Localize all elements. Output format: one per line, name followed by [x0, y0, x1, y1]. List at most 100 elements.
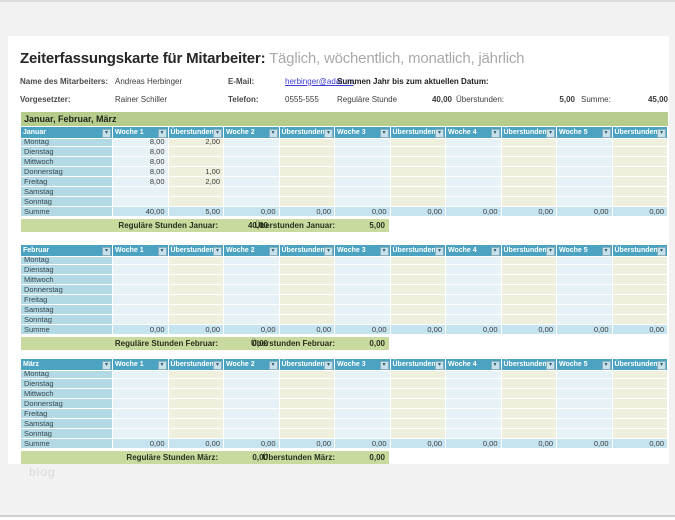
value-cell[interactable] — [390, 409, 446, 419]
summe-value-cell[interactable]: 0,00 — [557, 439, 613, 449]
value-cell[interactable] — [557, 157, 613, 167]
value-cell[interactable] — [557, 167, 613, 177]
value-cell[interactable] — [279, 285, 335, 295]
value-cell[interactable]: 8,00 — [113, 167, 169, 177]
value-cell[interactable] — [224, 147, 280, 157]
value-cell[interactable] — [279, 275, 335, 285]
summe-value-cell[interactable]: 0,00 — [501, 439, 557, 449]
value-cell[interactable] — [390, 197, 446, 207]
column-header-week[interactable]: Woche 1 ▾ — [113, 359, 169, 371]
value-cell[interactable] — [335, 177, 391, 187]
value-cell[interactable] — [557, 389, 613, 399]
day-cell[interactable]: Mittwoch — [21, 389, 113, 399]
value-cell[interactable] — [501, 275, 557, 285]
value-cell[interactable] — [612, 399, 668, 409]
value-cell[interactable] — [335, 265, 391, 275]
value-cell[interactable] — [612, 369, 668, 379]
value-cell[interactable] — [168, 265, 224, 275]
value-cell[interactable] — [446, 147, 502, 157]
value-cell[interactable] — [446, 275, 502, 285]
value-cell[interactable] — [612, 177, 668, 187]
value-cell[interactable] — [279, 167, 335, 177]
value-cell[interactable] — [557, 197, 613, 207]
value-cell[interactable] — [390, 137, 446, 147]
value-cell[interactable] — [390, 167, 446, 177]
value-cell[interactable] — [279, 399, 335, 409]
column-header-week[interactable]: Woche 4 ▾ — [446, 245, 502, 257]
value-cell[interactable] — [113, 369, 169, 379]
value-cell[interactable] — [224, 275, 280, 285]
value-cell[interactable] — [224, 167, 280, 177]
value-cell[interactable] — [335, 295, 391, 305]
column-header-week[interactable]: Woche 4 ▾ — [446, 359, 502, 371]
value-cell[interactable] — [390, 419, 446, 429]
value-cell[interactable] — [279, 379, 335, 389]
value-cell[interactable] — [335, 419, 391, 429]
value-cell[interactable] — [612, 389, 668, 399]
summe-value-cell[interactable]: 0,00 — [335, 439, 391, 449]
value-cell[interactable] — [279, 295, 335, 305]
value-cell[interactable] — [168, 295, 224, 305]
value-cell[interactable] — [279, 409, 335, 419]
value-cell[interactable] — [446, 177, 502, 187]
filter-dropdown-icon[interactable]: ▾ — [157, 246, 167, 256]
filter-dropdown-icon[interactable]: ▾ — [268, 360, 278, 370]
value-cell[interactable] — [390, 295, 446, 305]
value-cell[interactable] — [335, 305, 391, 315]
value-cell[interactable] — [446, 429, 502, 439]
value-cell[interactable] — [446, 305, 502, 315]
filter-dropdown-icon[interactable]: ▾ — [268, 128, 278, 138]
value-cell[interactable] — [557, 265, 613, 275]
value-cell[interactable] — [113, 379, 169, 389]
day-cell[interactable]: Montag — [21, 255, 113, 265]
filter-dropdown-icon[interactable]: ▾ — [490, 128, 500, 138]
filter-dropdown-icon[interactable]: ▾ — [546, 128, 555, 138]
value-cell[interactable] — [279, 305, 335, 315]
value-cell[interactable] — [335, 379, 391, 389]
column-header-overtime[interactable]: Überstunden5 ▾ — [612, 245, 668, 257]
day-cell[interactable]: Sonntag — [21, 197, 113, 207]
day-cell[interactable]: Dienstag — [21, 265, 113, 275]
value-cell[interactable] — [446, 167, 502, 177]
value-cell[interactable] — [113, 429, 169, 439]
month-header-cell[interactable]: März ▾ — [21, 359, 113, 371]
filter-dropdown-icon[interactable]: ▾ — [490, 360, 500, 370]
value-cell[interactable] — [446, 369, 502, 379]
value-cell[interactable] — [224, 285, 280, 295]
value-cell[interactable] — [557, 409, 613, 419]
email-link[interactable]: herbinger@adatum — [285, 77, 354, 86]
value-cell[interactable] — [501, 409, 557, 419]
value-cell[interactable] — [168, 389, 224, 399]
summe-value-cell[interactable]: 0,00 — [446, 207, 502, 217]
employee-name-value[interactable]: Andreas Herbinger — [115, 77, 183, 86]
value-cell[interactable] — [501, 187, 557, 197]
value-cell[interactable] — [224, 197, 280, 207]
value-cell[interactable] — [612, 409, 668, 419]
filter-dropdown-icon[interactable]: ▾ — [379, 246, 389, 256]
summe-value-cell[interactable]: 0,00 — [279, 325, 335, 335]
value-cell[interactable] — [335, 389, 391, 399]
value-cell[interactable] — [279, 265, 335, 275]
summe-value-cell[interactable]: 0,00 — [335, 325, 391, 335]
value-cell[interactable] — [168, 305, 224, 315]
day-cell[interactable]: Freitag — [21, 177, 113, 187]
summe-value-cell[interactable]: 0,00 — [446, 439, 502, 449]
value-cell[interactable] — [612, 275, 668, 285]
value-cell[interactable] — [279, 147, 335, 157]
value-cell[interactable] — [612, 167, 668, 177]
value-cell[interactable] — [279, 177, 335, 187]
value-cell[interactable] — [501, 419, 557, 429]
summe-value-cell[interactable]: 0,00 — [224, 207, 280, 217]
value-cell[interactable] — [612, 419, 668, 429]
filter-dropdown-icon[interactable]: ▾ — [379, 128, 389, 138]
value-cell[interactable] — [446, 137, 502, 147]
day-cell[interactable]: Montag — [21, 137, 113, 147]
value-cell[interactable] — [501, 285, 557, 295]
day-cell[interactable]: Donnerstag — [21, 285, 113, 295]
value-cell[interactable] — [335, 315, 391, 325]
value-cell[interactable] — [501, 379, 557, 389]
value-cell[interactable] — [168, 147, 224, 157]
filter-dropdown-icon[interactable]: ▾ — [157, 360, 167, 370]
filter-dropdown-icon[interactable]: ▾ — [601, 128, 611, 138]
value-cell[interactable]: 2,00 — [168, 137, 224, 147]
